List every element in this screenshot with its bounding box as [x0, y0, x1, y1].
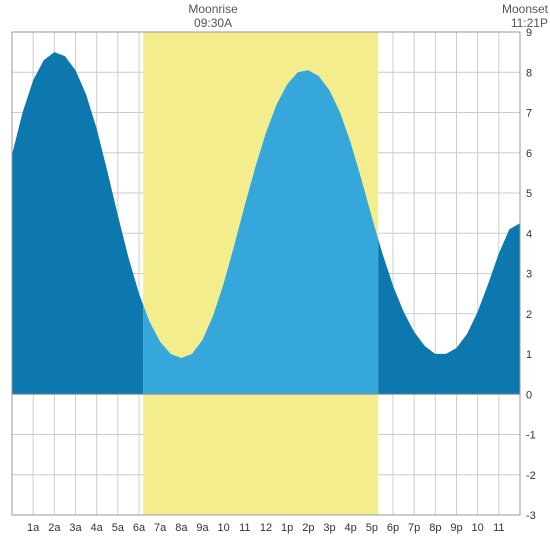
svg-text:5: 5 — [526, 188, 532, 200]
moonrise-label: Moonrise 09:30A — [183, 2, 243, 31]
svg-text:6p: 6p — [387, 522, 399, 534]
y-axis-labels: -3-2-10123456789 — [526, 27, 536, 522]
svg-text:4: 4 — [526, 228, 532, 240]
svg-text:11: 11 — [239, 522, 250, 534]
tide-chart: -3-2-101234567891a2a3a4a5a6a7a8a9a101112… — [0, 0, 550, 550]
svg-text:1: 1 — [526, 349, 532, 361]
svg-text:9a: 9a — [196, 522, 209, 534]
svg-text:8p: 8p — [429, 522, 441, 534]
svg-text:4p: 4p — [345, 522, 357, 534]
svg-text:10: 10 — [472, 522, 484, 534]
svg-text:11: 11 — [493, 522, 504, 534]
svg-text:1a: 1a — [27, 522, 40, 534]
svg-text:3: 3 — [526, 269, 532, 281]
svg-text:3p: 3p — [323, 522, 335, 534]
svg-text:5p: 5p — [366, 522, 378, 534]
svg-text:5a: 5a — [112, 522, 125, 534]
svg-text:12: 12 — [260, 522, 272, 534]
svg-text:0: 0 — [526, 389, 532, 401]
svg-text:4a: 4a — [91, 522, 104, 534]
svg-text:10: 10 — [218, 522, 230, 534]
svg-text:2a: 2a — [48, 522, 61, 534]
svg-text:8a: 8a — [175, 522, 188, 534]
chart-svg: -3-2-101234567891a2a3a4a5a6a7a8a9a101112… — [0, 0, 550, 550]
moonset-label: Moonset 11:21P — [502, 2, 548, 31]
svg-text:-3: -3 — [526, 510, 536, 522]
svg-text:6: 6 — [526, 148, 532, 160]
svg-text:3a: 3a — [69, 522, 82, 534]
svg-text:7p: 7p — [408, 522, 420, 534]
svg-text:6a: 6a — [133, 522, 146, 534]
svg-text:9p: 9p — [450, 522, 462, 534]
svg-text:-1: -1 — [526, 430, 536, 442]
svg-text:2: 2 — [526, 309, 532, 321]
svg-text:7a: 7a — [154, 522, 167, 534]
svg-text:7: 7 — [526, 108, 532, 120]
svg-text:8: 8 — [526, 67, 532, 79]
svg-text:1p: 1p — [281, 522, 293, 534]
svg-text:-2: -2 — [526, 470, 536, 482]
x-axis-labels: 1a 2a 3a 4a 5a 6a 7a 8a 9a 10 11 12 1p 2p 3p 4p 5p 6p 7p 8p… — [27, 522, 505, 534]
svg-text:2p: 2p — [302, 522, 314, 534]
